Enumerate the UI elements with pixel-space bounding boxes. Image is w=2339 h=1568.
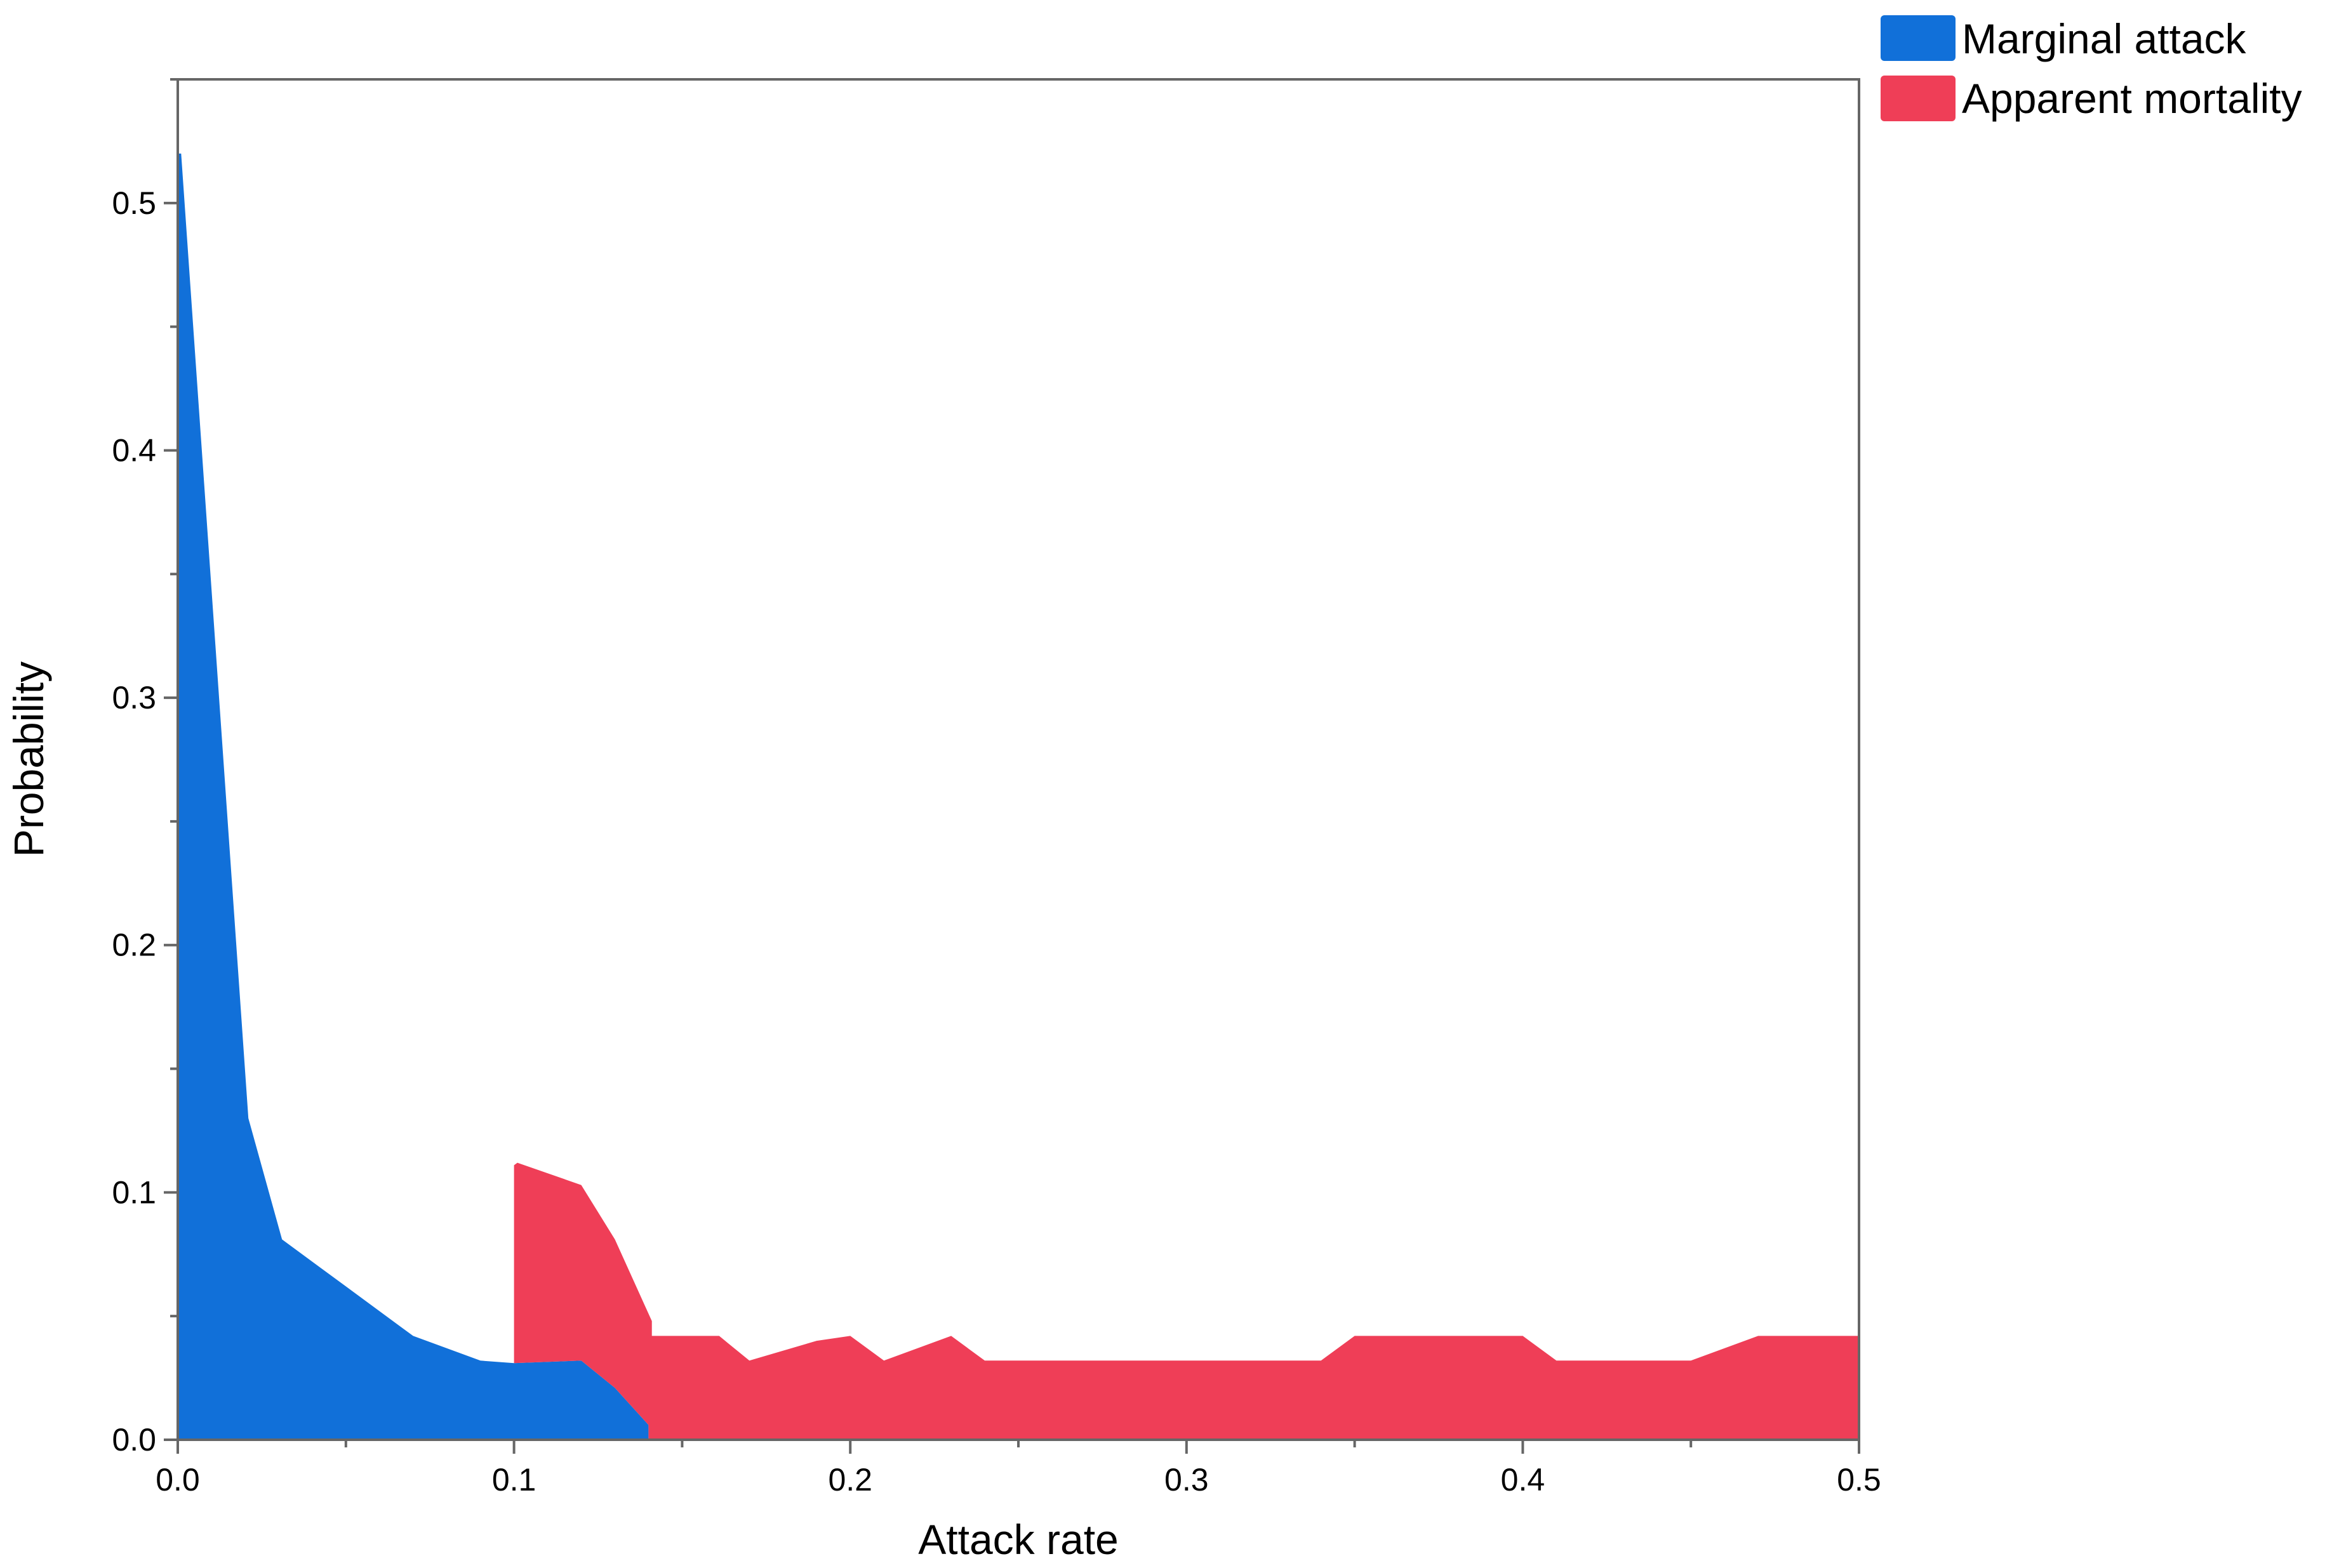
- axis-ticks: 0.0 0.1 0.2 0.3 0.4 0.5 0.0 0.1 0.2 0.3 0.4 0.5: [112, 78, 1881, 1498]
- y-axis-title: Probability: [5, 661, 52, 857]
- y-tick-label: 0.2: [112, 927, 156, 963]
- legend-swatch-marginal-attack: [1881, 15, 1956, 61]
- legend: Marginal attack Apparent mortality: [1881, 15, 2302, 122]
- x-tick-label: 0.2: [828, 1462, 872, 1498]
- x-tick-label: 0.4: [1501, 1462, 1545, 1498]
- x-axis-title: Attack rate: [918, 1516, 1118, 1563]
- x-tick-label: 0.3: [1164, 1462, 1209, 1498]
- plot-areas: [178, 153, 1859, 1440]
- x-tick-label: 0.0: [156, 1462, 200, 1498]
- y-tick-label: 0.4: [112, 432, 156, 468]
- legend-label-marginal-attack: Marginal attack: [1962, 15, 2247, 62]
- y-tick-label: 0.3: [112, 680, 156, 715]
- area-apparent-mortality: [514, 1162, 1859, 1440]
- legend-label-apparent-mortality: Apparent mortality: [1962, 75, 2302, 122]
- x-tick-label: 0.5: [1837, 1462, 1881, 1498]
- legend-swatch-apparent-mortality: [1881, 76, 1956, 121]
- area-marginal-attack: [178, 153, 649, 1440]
- plot-frame: [177, 78, 1860, 1441]
- y-tick-label: 0.1: [112, 1174, 156, 1210]
- x-tick-label: 0.1: [492, 1462, 536, 1498]
- y-tick-label: 0.5: [112, 185, 156, 221]
- y-tick-label: 0.0: [112, 1422, 156, 1458]
